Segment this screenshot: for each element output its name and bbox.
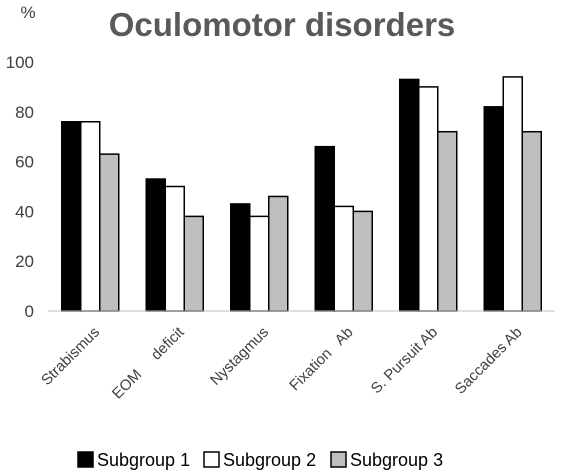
x-tick-label: Strabismus xyxy=(38,324,103,389)
y-tick-label: 60 xyxy=(15,153,34,172)
legend-label: Subgroup 2 xyxy=(223,450,316,470)
bar-subgroup-2 xyxy=(502,76,523,312)
bar-subgroup-1 xyxy=(145,178,166,312)
bar-subgroup-3 xyxy=(99,153,120,312)
bar-subgroup-1 xyxy=(61,121,82,312)
x-tick-label: S. Pursuit Ab xyxy=(368,324,441,397)
y-tick-label: 100 xyxy=(6,53,34,72)
bar-subgroup-3 xyxy=(437,130,458,312)
y-tick-label: 0 xyxy=(25,302,34,321)
bar-subgroup-2 xyxy=(418,86,439,312)
bar-subgroup-3 xyxy=(183,215,204,312)
legend-label: Subgroup 3 xyxy=(350,450,443,470)
legend-swatch xyxy=(77,451,94,468)
bar-subgroup-1 xyxy=(314,145,335,312)
bar-subgroup-1 xyxy=(230,203,251,312)
chart-title: Oculomotor disorders xyxy=(109,6,456,43)
bar-subgroup-2 xyxy=(249,215,270,312)
bar-subgroup-1 xyxy=(399,78,420,312)
x-tick-label: Nystagmus xyxy=(207,324,272,389)
bars-group xyxy=(61,76,542,312)
legend: Subgroup 1 Subgroup 2 Subgroup 3 xyxy=(77,450,443,470)
bar-subgroup-2 xyxy=(80,121,101,312)
x-tick-label: Fixation Ab xyxy=(286,324,356,394)
y-tick-label: 80 xyxy=(15,103,34,122)
legend-label: Subgroup 1 xyxy=(97,450,190,470)
x-axis-ticks: Strabismus EOM deficit Nystagmus Fixation A… xyxy=(38,323,526,402)
legend-item: Subgroup 2 xyxy=(203,450,316,470)
bar-subgroup-2 xyxy=(164,185,185,312)
legend-swatch xyxy=(203,451,220,468)
bar-subgroup-3 xyxy=(268,195,289,312)
bar-subgroup-3 xyxy=(352,210,373,312)
bar-subgroup-3 xyxy=(521,130,542,312)
y-tick-label: 20 xyxy=(15,252,34,271)
legend-item: Subgroup 3 xyxy=(330,450,443,470)
y-tick-label: 40 xyxy=(15,202,34,221)
bar-subgroup-2 xyxy=(333,205,354,312)
x-tick-label: EOM deficit xyxy=(109,323,188,402)
legend-swatch xyxy=(330,451,347,468)
y-axis-ticks: 0 20 40 60 80 100 xyxy=(6,53,34,321)
legend-item: Subgroup 1 xyxy=(77,450,190,470)
bar-subgroup-1 xyxy=(483,106,504,312)
y-axis-unit-label: % xyxy=(20,3,35,22)
x-tick-label: Saccades Ab xyxy=(452,324,526,398)
